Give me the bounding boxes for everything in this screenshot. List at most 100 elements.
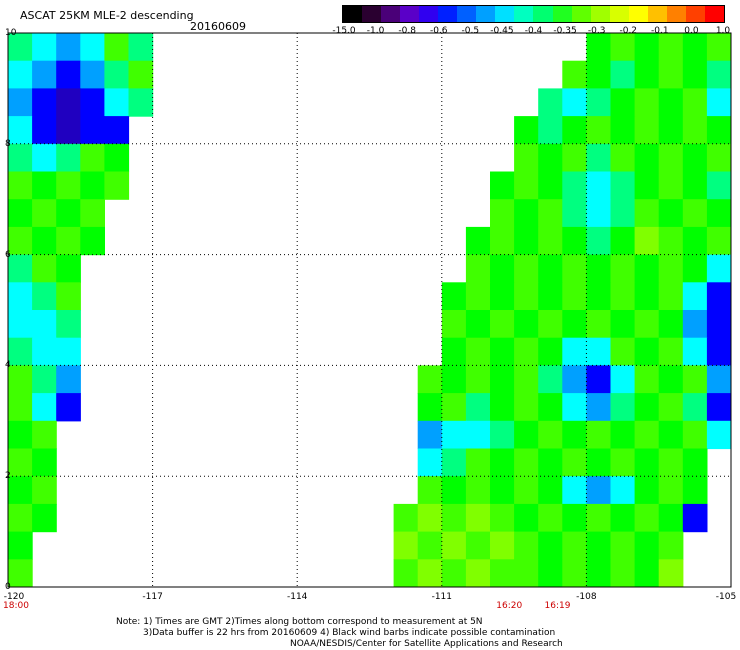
swath-cell-west — [8, 448, 33, 477]
note-line-1: Note: 1) Times are GMT 2)Times along bot… — [116, 617, 483, 627]
swath-cell-east — [658, 365, 684, 394]
swath-cell-west — [8, 116, 33, 145]
colorbar-swatch — [571, 6, 591, 22]
lat-tick-label: 6 — [5, 249, 11, 260]
swath-cell-east — [538, 531, 563, 560]
swath-cell-east — [682, 143, 708, 173]
colorbar-label: -0.5 — [461, 26, 480, 36]
swath-cell-east — [658, 531, 684, 560]
swath-cell-west — [56, 88, 81, 117]
swath-cell-east — [634, 88, 660, 117]
swath-cell-east — [514, 254, 539, 283]
swath-cell-east — [514, 393, 539, 422]
swath-cell-east — [538, 116, 563, 145]
swath-cell-west — [8, 226, 33, 256]
swath-cell-east — [658, 199, 684, 228]
swath-cell-east — [586, 88, 612, 117]
swath-cell-east — [634, 226, 660, 256]
colorbar-label: -0.2 — [619, 26, 638, 36]
colorbar-swatch — [438, 6, 458, 22]
swath-cell-east — [610, 503, 636, 533]
swath-cell-east — [610, 116, 636, 145]
swath-cell-east — [562, 310, 587, 339]
swath-cell-east — [514, 448, 539, 477]
swath-cell-west — [104, 33, 130, 62]
swath-cell-east — [562, 420, 587, 450]
swath-cell-east — [634, 365, 660, 394]
swath-cell-east — [610, 337, 636, 366]
swath-cell-east — [634, 254, 660, 283]
swath-cell-east — [658, 476, 684, 505]
lon-tick-label: -117 — [142, 592, 163, 602]
swath-cell-east — [658, 88, 684, 117]
swath-cells — [8, 33, 731, 587]
colorbar-swatch — [533, 6, 553, 22]
swath-cell-east — [586, 33, 612, 62]
swath-cell-west — [32, 476, 57, 505]
swath-cell-east — [490, 476, 515, 505]
swath-cell-east — [658, 310, 684, 339]
colorbar-label: 0.0 — [684, 26, 699, 36]
swath-cell-east — [658, 503, 684, 533]
swath-cell-east — [441, 476, 467, 505]
swath-cell-west — [32, 60, 57, 89]
swath-cell-east — [610, 531, 636, 560]
colorbar-swatch — [666, 6, 686, 22]
swath-cell-east — [706, 254, 731, 283]
swath-cell-west — [8, 420, 33, 450]
swath-cell-east — [586, 559, 612, 587]
colorbar-label: -0.45 — [490, 26, 514, 36]
swath-cell-east — [562, 282, 587, 311]
colorbar-label: -0.8 — [398, 26, 416, 36]
swath-cell-east — [706, 60, 731, 89]
colorbar-swatch — [628, 6, 648, 22]
swath-cell-west — [32, 254, 57, 283]
swath-cell-east — [706, 88, 731, 117]
swath-cell-east — [658, 337, 684, 366]
swath-cell-west — [8, 88, 33, 117]
swath-cell-west — [80, 199, 105, 228]
swath-cell-east — [658, 171, 684, 200]
swath-cell-east — [465, 531, 491, 560]
note-line-2: 3)Data buffer is 22 hrs from 20160609 4)… — [143, 628, 556, 638]
swath-cell-west — [32, 337, 57, 366]
colorbar-label: -1.0 — [366, 26, 385, 36]
swath-cell-east — [682, 448, 708, 477]
swath-cell-east — [465, 337, 491, 366]
swath-cell-west — [56, 226, 81, 256]
colorbar-swatch — [704, 6, 724, 22]
swath-cell-east — [634, 503, 660, 533]
swath-cell-east — [610, 171, 636, 200]
colorbar-swatch — [685, 6, 705, 22]
swath-cell-west — [56, 310, 81, 339]
swath-cell-west — [8, 199, 33, 228]
swath-cell-east — [706, 171, 731, 200]
swath-cell-east — [586, 503, 612, 533]
swath-cell-east — [562, 199, 587, 228]
colorbar-swatch — [495, 6, 515, 22]
swath-cell-east — [706, 310, 731, 339]
swath-cell-west — [32, 420, 57, 450]
swath-cell-east — [562, 393, 587, 422]
swath-cell-east — [706, 199, 731, 228]
swath-cell-east — [586, 476, 612, 505]
swath-cell-west — [32, 503, 57, 533]
lon-tick-label: -114 — [286, 592, 308, 602]
swath-cell-east — [634, 393, 660, 422]
swath-cell-east — [393, 531, 419, 560]
colorbar-swatch — [457, 6, 477, 22]
swath-cell-east — [562, 559, 587, 587]
colorbar-swatch — [400, 6, 420, 22]
swath-cell-east — [682, 420, 708, 450]
swath-cell-east — [658, 226, 684, 256]
swath-cell-east — [514, 476, 539, 505]
swath-cell-east — [514, 226, 539, 256]
swath-cell-east — [514, 310, 539, 339]
swath-cell-east — [658, 282, 684, 311]
swath-cell-east — [417, 448, 443, 477]
swath-cell-east — [610, 282, 636, 311]
swath-cell-east — [441, 559, 467, 587]
swath-cell-east — [490, 531, 515, 560]
swath-cell-east — [562, 448, 587, 477]
